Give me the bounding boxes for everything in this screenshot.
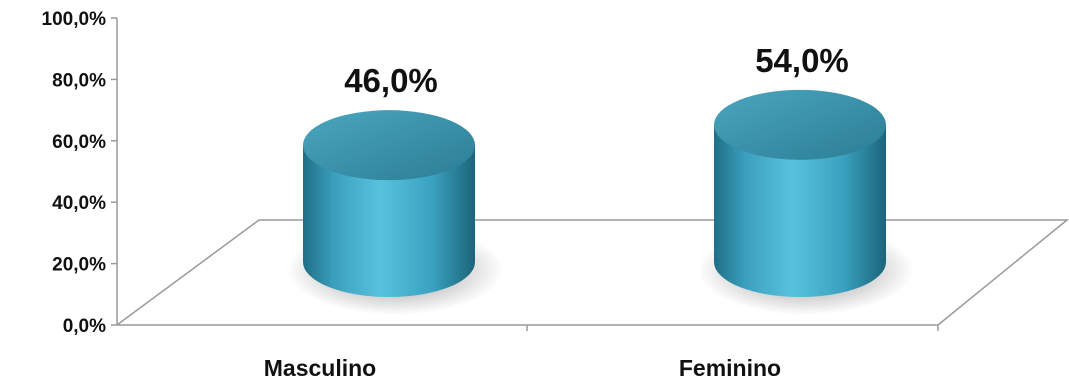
y-tick-label: 40,0% (52, 193, 106, 214)
bar-top (714, 89, 886, 160)
y-tick-label: 20,0% (52, 255, 106, 276)
data-label: 54,0% (755, 42, 849, 79)
floor-plane (116, 219, 1069, 326)
bar-feminino: 54,0% (698, 42, 914, 315)
x-category-label: Feminino (679, 355, 781, 381)
bar-body (303, 145, 475, 297)
y-tick-label: 100,0% (42, 9, 107, 30)
bar-body (714, 124, 886, 297)
y-tick-label: 80,0% (52, 70, 106, 91)
bar-top (303, 110, 475, 181)
y-tick-label: 0,0% (63, 316, 106, 337)
y-tick-label: 60,0% (52, 132, 106, 153)
x-category-label: Masculino (264, 355, 376, 381)
bar-masculino: 46,0% (287, 62, 503, 315)
data-label: 46,0% (344, 62, 438, 99)
